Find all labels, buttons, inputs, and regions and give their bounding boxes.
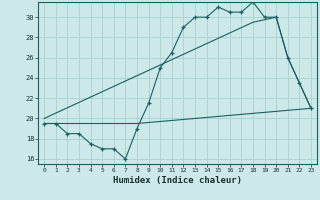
X-axis label: Humidex (Indice chaleur): Humidex (Indice chaleur) xyxy=(113,176,242,185)
